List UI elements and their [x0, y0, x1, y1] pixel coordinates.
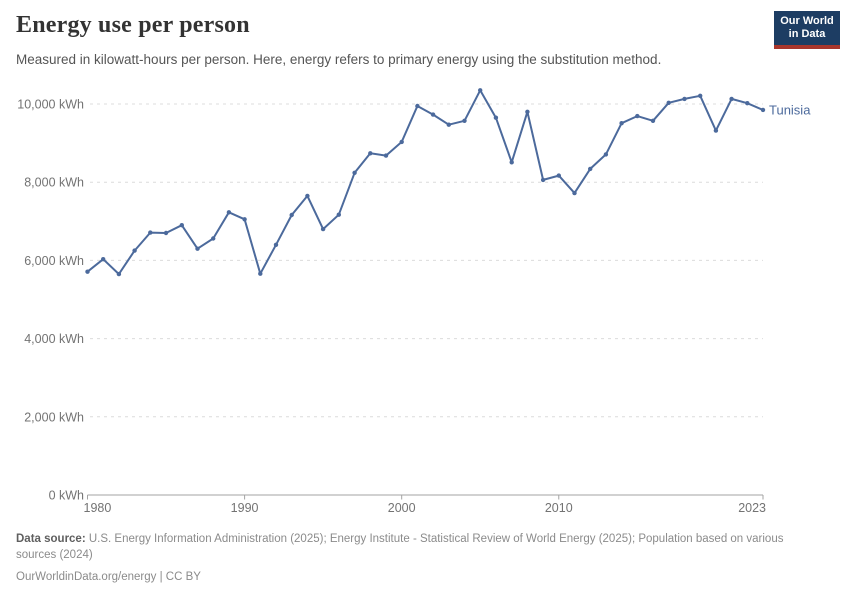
- data-series-line[interactable]: [86, 89, 764, 276]
- data-point[interactable]: [305, 193, 310, 199]
- owid-logo[interactable]: Our World in Data: [774, 11, 840, 49]
- y-tick-label: 4,000 kWh: [24, 332, 84, 346]
- data-point[interactable]: [430, 112, 436, 117]
- data-point[interactable]: [525, 109, 530, 114]
- data-point[interactable]: [85, 269, 90, 274]
- owid-logo-line2: in Data: [788, 28, 826, 40]
- data-point[interactable]: [650, 118, 656, 123]
- y-tick-label: 10,000 kWh: [17, 98, 84, 112]
- data-point[interactable]: [588, 166, 593, 172]
- chart-footer: Data source: U.S. Energy Information Adm…: [16, 531, 816, 585]
- data-point[interactable]: [383, 153, 389, 158]
- data-source-label: Data source:: [16, 533, 86, 545]
- line-chart: 0 kWh 2,000 kWh 4,000 kWh 6,000 kWh 8,000 kW…: [17, 88, 811, 515]
- data-point[interactable]: [195, 246, 200, 251]
- data-point[interactable]: [211, 236, 216, 241]
- data-point[interactable]: [698, 93, 703, 98]
- data-source-text: U.S. Energy Information Administration (…: [16, 533, 784, 561]
- page-title: Energy use per person: [16, 12, 250, 38]
- data-point[interactable]: [415, 103, 420, 109]
- y-tick-label: 8,000 kWh: [24, 176, 84, 190]
- data-point[interactable]: [320, 226, 326, 232]
- data-point[interactable]: [493, 115, 499, 120]
- data-point[interactable]: [368, 151, 373, 156]
- x-tick-label: 1980: [84, 501, 112, 515]
- data-point[interactable]: [352, 170, 357, 175]
- data-point[interactable]: [478, 88, 483, 93]
- data-point[interactable]: [446, 122, 451, 127]
- data-point[interactable]: [462, 118, 467, 123]
- data-point[interactable]: [273, 242, 279, 247]
- data-point[interactable]: [509, 160, 514, 165]
- data-point[interactable]: [729, 96, 734, 102]
- owid-logo-line1: Our World: [780, 15, 834, 27]
- data-point[interactable]: [289, 212, 294, 218]
- data-point[interactable]: [682, 96, 687, 102]
- x-tick-label: 1990: [231, 501, 259, 515]
- data-point[interactable]: [148, 230, 153, 235]
- data-point[interactable]: [556, 173, 561, 178]
- y-tick-label: 2,000 kWh: [24, 410, 84, 424]
- data-point[interactable]: [572, 190, 577, 196]
- footer-link[interactable]: OurWorldinData.org/energy | CC BY: [16, 571, 201, 583]
- data-point[interactable]: [540, 177, 546, 183]
- data-point[interactable]: [635, 113, 640, 119]
- data-point[interactable]: [666, 100, 671, 105]
- page-subtitle: Measured in kilowatt-hours per person. H…: [16, 52, 662, 67]
- data-point[interactable]: [163, 230, 169, 236]
- y-tick-label: 6,000 kWh: [24, 254, 84, 268]
- data-point[interactable]: [242, 217, 247, 222]
- data-source-line: Data source: U.S. Energy Information Adm…: [16, 531, 816, 563]
- data-point[interactable]: [132, 248, 137, 253]
- x-tick-label: 2010: [545, 501, 573, 515]
- data-point[interactable]: [713, 128, 719, 133]
- data-point[interactable]: [226, 210, 232, 215]
- x-tick-label: 2023: [738, 501, 766, 515]
- data-point[interactable]: [101, 257, 106, 262]
- data-point[interactable]: [179, 223, 184, 228]
- data-point[interactable]: [603, 152, 609, 157]
- data-point[interactable]: [258, 271, 263, 276]
- data-point[interactable]: [619, 121, 624, 126]
- data-point[interactable]: [760, 107, 766, 113]
- data-point[interactable]: [336, 212, 341, 217]
- data-point[interactable]: [399, 139, 404, 145]
- data-point[interactable]: [116, 271, 122, 277]
- series-entity-label[interactable]: Tunisia: [769, 102, 811, 117]
- x-tick-label: 2000: [388, 501, 416, 515]
- y-tick-label: 0 kWh: [49, 489, 84, 503]
- data-point[interactable]: [745, 101, 750, 106]
